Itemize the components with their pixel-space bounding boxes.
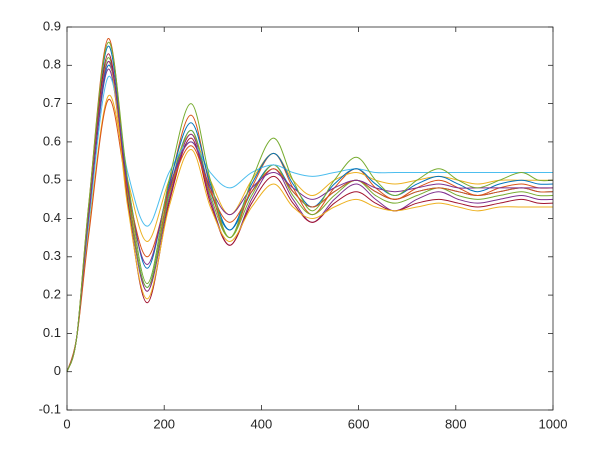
x-tick-label: 800 — [445, 416, 467, 431]
y-tick-label: 0.4 — [43, 210, 61, 225]
y-tick-label: 0 — [54, 363, 61, 378]
y-tick-label: 0.2 — [43, 287, 61, 302]
data-line — [66, 99, 554, 372]
y-tick-label: 0.6 — [43, 133, 61, 148]
x-tick-label: 400 — [251, 416, 273, 431]
data-line — [66, 41, 554, 372]
y-tick-label: 0.7 — [43, 95, 61, 110]
x-tick-label: 1000 — [539, 416, 568, 431]
x-tick-label: 600 — [348, 416, 370, 431]
x-tick-label: 200 — [153, 416, 175, 431]
y-tick-label: 0.5 — [43, 172, 61, 187]
y-tick-label: 0.8 — [43, 57, 61, 72]
y-tick-label: 0.9 — [43, 18, 61, 33]
y-tick-label: 0.1 — [43, 325, 61, 340]
x-tick-label: 0 — [63, 416, 70, 431]
y-tick-label: -0.1 — [39, 401, 61, 416]
y-tick-label: 0.3 — [43, 248, 61, 263]
data-line — [66, 60, 553, 372]
data-line — [66, 60, 553, 372]
